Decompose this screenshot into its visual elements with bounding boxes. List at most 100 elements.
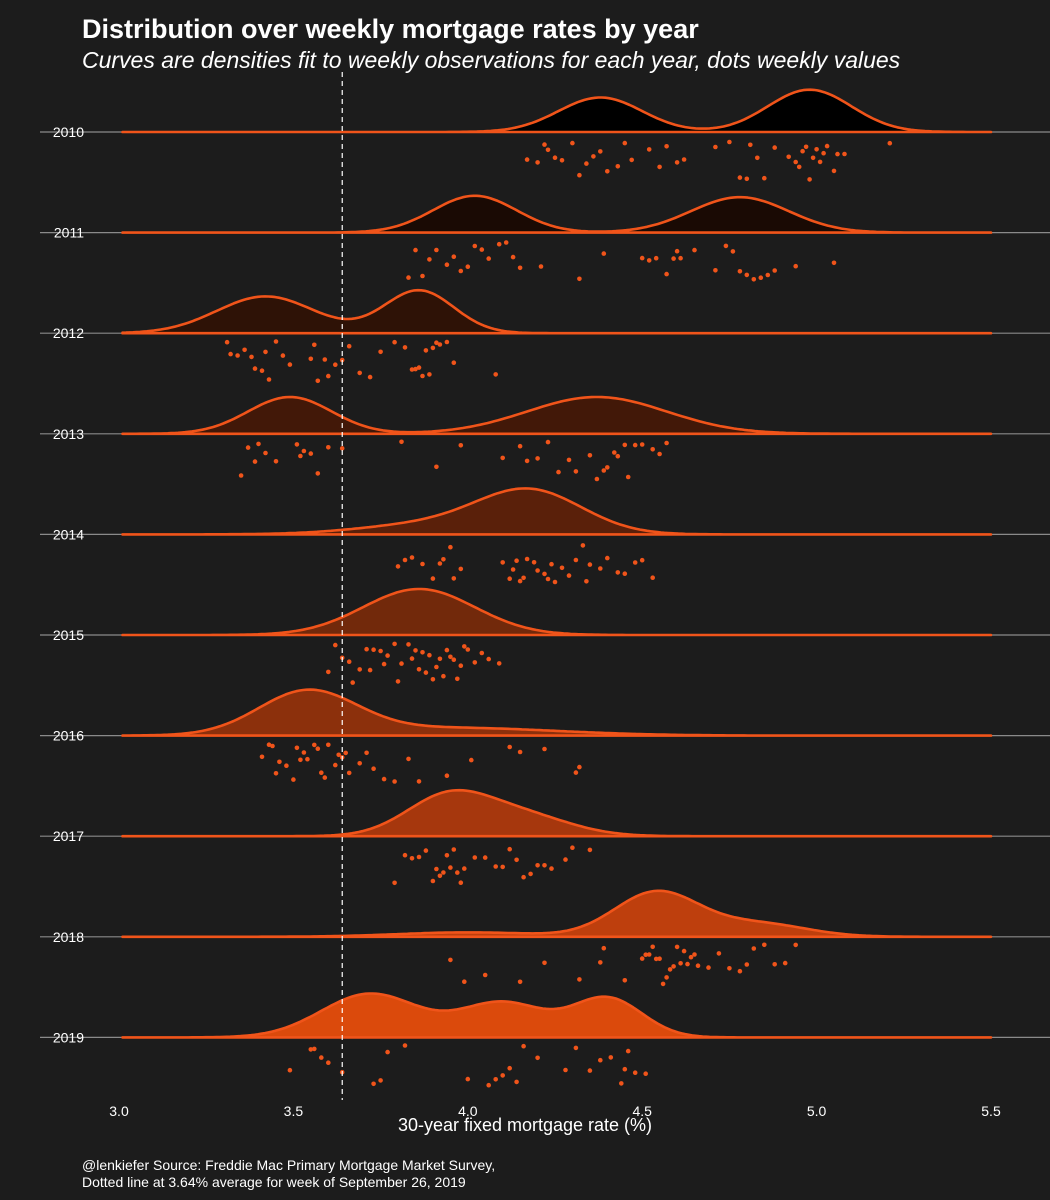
weekly-point-2018-35 [793,942,798,948]
weekly-point-2012-5 [252,366,258,371]
density-curve-2012 [121,288,993,335]
weekly-point-2011-10 [479,247,485,252]
weekly-point-2012-4 [249,354,254,360]
weekly-point-2011-37 [831,260,837,266]
weekly-point-2011-36 [793,263,798,269]
weekly-point-2011-6 [451,254,457,259]
weekly-point-2014-11 [507,576,512,581]
weekly-point-2017-24 [542,863,547,868]
weekly-point-2018-33 [772,962,777,967]
weekly-point-2016-34 [577,764,582,770]
weekly-point-2010-39 [831,168,837,174]
weekly-point-2010-41 [842,151,847,157]
weekly-point-2019-15 [514,1079,519,1085]
weekly-point-2016-22 [364,750,369,756]
weekly-point-2019-8 [385,1049,390,1055]
weekly-point-2018-32 [762,942,767,948]
weekly-point-2012-0 [224,339,230,345]
weekly-point-2012-33 [437,342,443,347]
weekly-point-2015-34 [479,650,485,656]
weekly-point-2012-28 [420,373,425,379]
x-tick-label-4.5: 4.5 [632,1103,652,1119]
chart-title: Distribution over weekly mortgage rates … [82,14,699,44]
weekly-point-2011-12 [496,241,502,247]
weekly-point-2015-14 [399,661,404,666]
weekly-point-2014-0 [395,564,401,569]
weekly-point-2011-19 [639,255,645,261]
weekly-point-2014-28 [587,562,593,567]
y-tick-label-2017: 2017 [53,828,84,844]
weekly-point-2015-35 [486,656,492,662]
weekly-point-2017-18 [500,864,506,870]
weekly-point-2012-13 [312,342,317,348]
weekly-point-2010-37 [821,150,826,156]
weekly-point-2016-9 [301,750,307,755]
weekly-point-2011-7 [458,268,464,274]
weekly-point-2018-34 [782,960,788,966]
weekly-point-2013-21 [556,469,561,475]
weekly-point-2014-4 [430,576,436,581]
weekly-point-2016-12 [315,746,321,751]
weekly-point-2010-14 [629,157,634,163]
weekly-point-2015-18 [416,667,422,672]
weekly-point-2010-23 [744,176,750,182]
weekly-point-2011-25 [674,248,680,254]
weekly-point-2018-10 [643,952,648,957]
weekly-point-2016-32 [542,746,547,752]
weekly-point-2017-14 [462,866,467,871]
weekly-point-2017-26 [563,857,568,862]
weekly-point-2015-11 [385,653,390,658]
weekly-point-2016-16 [333,762,338,768]
weekly-point-2010-33 [807,177,812,182]
weekly-point-2015-20 [423,670,429,675]
weekly-point-2010-0 [524,157,530,162]
weekly-point-2010-19 [681,157,687,162]
weekly-point-2011-20 [646,258,652,263]
weekly-point-2016-5 [284,763,289,768]
weekly-point-2011-33 [758,275,764,281]
weekly-point-2015-26 [444,647,450,653]
weekly-point-2014-8 [451,576,457,581]
weekly-point-2011-14 [510,254,516,260]
weekly-point-2019-2 [312,1046,317,1052]
weekly-point-2012-16 [326,373,331,379]
weekly-point-2013-4 [263,450,268,456]
weekly-point-2012-14 [315,378,321,384]
weekly-point-2017-12 [455,870,460,875]
density-curve-2017 [121,788,993,838]
weekly-point-2017-27 [570,845,575,850]
weekly-point-2013-13 [399,439,404,445]
weekly-point-2018-0 [448,957,453,963]
ridge-2013: 2013 [40,395,1050,482]
weekly-point-2017-21 [521,874,526,880]
weekly-point-2011-11 [486,256,492,261]
weekly-point-2012-15 [322,357,328,362]
weekly-point-2011-32 [751,277,757,282]
weekly-point-2017-5 [430,878,436,884]
weekly-point-2019-25 [625,1048,631,1054]
weekly-point-2011-4 [434,247,439,253]
y-tick-label-2018: 2018 [53,929,84,945]
density-curve-2010 [121,88,993,134]
weekly-point-2013-24 [587,453,593,458]
weekly-point-2011-15 [517,265,523,271]
weekly-point-2014-26 [580,543,586,548]
weekly-point-2010-8 [584,161,589,166]
weekly-point-2019-18 [563,1067,568,1073]
weekly-point-2014-19 [542,571,547,577]
weekly-point-2010-42 [887,140,893,146]
ridge-2014: 2014 [40,487,1050,585]
density-curve-2015 [121,587,993,637]
weekly-point-2018-11 [646,952,652,957]
weekly-point-2017-10 [448,865,453,870]
weekly-point-2018-23 [688,954,694,960]
weekly-point-2018-2 [482,972,488,978]
weekly-point-2017-7 [437,873,443,879]
weekly-point-2016-25 [392,779,397,784]
weekly-point-2019-11 [486,1082,492,1088]
weekly-point-2011-18 [601,251,607,256]
weekly-point-2013-6 [294,442,300,447]
density-curve-2011 [121,194,993,234]
y-tick-label-2016: 2016 [53,728,84,744]
weekly-point-2017-23 [535,863,540,868]
